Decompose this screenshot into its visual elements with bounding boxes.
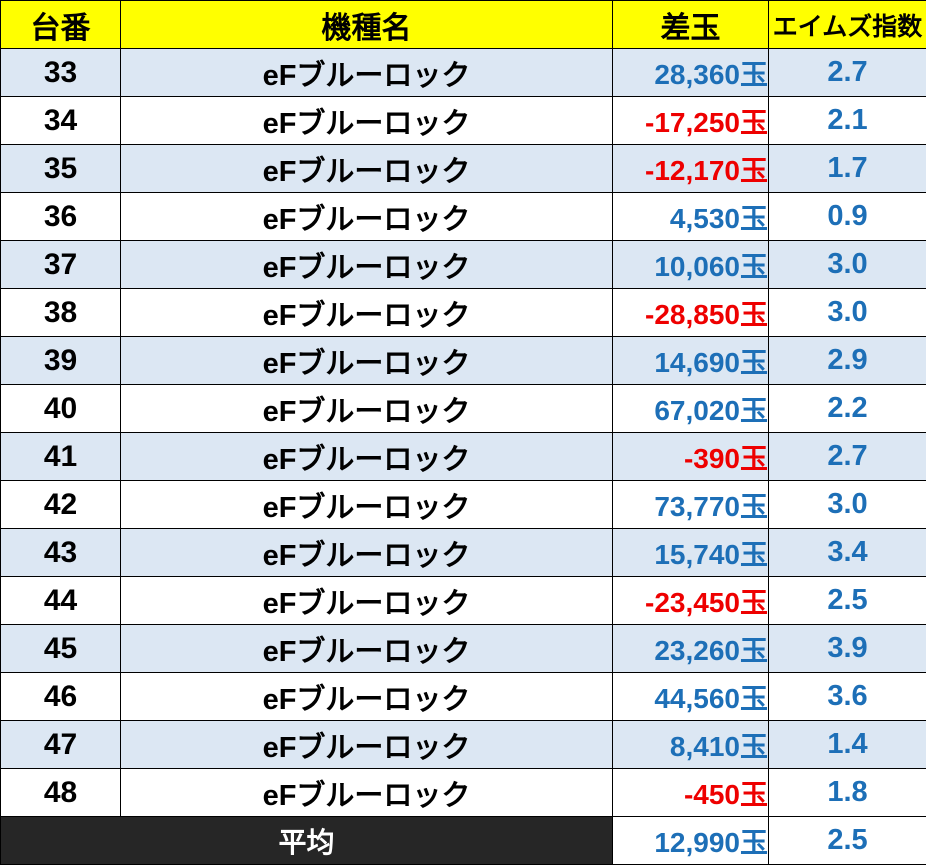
cell-sadama: 73,770玉 [612, 480, 769, 529]
cell-kishu: eFブルーロック [120, 576, 613, 625]
cell-dai: 45 [0, 624, 121, 673]
cell-dai: 38 [0, 288, 121, 337]
cell-index: 1.8 [768, 768, 926, 817]
cell-kishu: eFブルーロック [120, 336, 613, 385]
table-row: 33 eFブルーロック 28,360玉 2.7 [0, 48, 926, 97]
table-row: 40 eFブルーロック 67,020玉 2.2 [0, 384, 926, 433]
column-header-index[interactable]: エイムズ指数 [768, 0, 926, 49]
table-row: 36 eFブルーロック 4,530玉 0.9 [0, 192, 926, 241]
cell-index: 1.7 [768, 144, 926, 193]
cell-kishu: eFブルーロック [120, 528, 613, 577]
column-header-dai[interactable]: 台番 [0, 0, 121, 49]
table-row: 42 eFブルーロック 73,770玉 3.0 [0, 480, 926, 529]
cell-dai: 42 [0, 480, 121, 529]
cell-index: 2.5 [768, 576, 926, 625]
table-row: 45 eFブルーロック 23,260玉 3.9 [0, 624, 926, 673]
cell-sadama: 14,690玉 [612, 336, 769, 385]
cell-dai: 41 [0, 432, 121, 481]
cell-dai: 46 [0, 672, 121, 721]
cell-dai: 39 [0, 336, 121, 385]
cell-dai: 44 [0, 576, 121, 625]
cell-index: 0.9 [768, 192, 926, 241]
table-body: 33 eFブルーロック 28,360玉 2.7 34 eFブルーロック -17,250玉 2.… [0, 48, 926, 817]
table-row: 43 eFブルーロック 15,740玉 3.4 [0, 528, 926, 577]
cell-sadama: 28,360玉 [612, 48, 769, 97]
cell-sadama: 15,740玉 [612, 528, 769, 577]
cell-kishu: eFブルーロック [120, 48, 613, 97]
cell-kishu: eFブルーロック [120, 672, 613, 721]
cell-index: 2.2 [768, 384, 926, 433]
cell-dai: 37 [0, 240, 121, 289]
cell-sadama: -390玉 [612, 432, 769, 481]
cell-index: 3.6 [768, 672, 926, 721]
table-footer: 平均 12,990玉 2.5 [0, 816, 926, 865]
cell-kishu: eFブルーロック [120, 720, 613, 769]
average-label: 平均 [0, 816, 613, 865]
cell-index: 2.9 [768, 336, 926, 385]
table-row: 47 eFブルーロック 8,410玉 1.4 [0, 720, 926, 769]
cell-index: 2.7 [768, 48, 926, 97]
cell-index: 3.0 [768, 288, 926, 337]
cell-dai: 40 [0, 384, 121, 433]
cell-kishu: eFブルーロック [120, 384, 613, 433]
cell-index: 1.4 [768, 720, 926, 769]
cell-sadama: 67,020玉 [612, 384, 769, 433]
column-header-sadama[interactable]: 差玉 [612, 0, 769, 49]
table-row: 44 eFブルーロック -23,450玉 2.5 [0, 576, 926, 625]
cell-dai: 34 [0, 96, 121, 145]
cell-dai: 35 [0, 144, 121, 193]
cell-sadama: -23,450玉 [612, 576, 769, 625]
average-row: 平均 12,990玉 2.5 [0, 816, 926, 865]
cell-kishu: eFブルーロック [120, 192, 613, 241]
cell-kishu: eFブルーロック [120, 480, 613, 529]
cell-dai: 48 [0, 768, 121, 817]
cell-dai: 33 [0, 48, 121, 97]
average-sadama-value: 12,990玉 [612, 816, 769, 865]
table-row: 34 eFブルーロック -17,250玉 2.1 [0, 96, 926, 145]
cell-index: 3.0 [768, 240, 926, 289]
cell-kishu: eFブルーロック [120, 624, 613, 673]
table-header: 台番 機種名 差玉 エイムズ指数 [0, 0, 926, 49]
table-row: 35 eFブルーロック -12,170玉 1.7 [0, 144, 926, 193]
table-row: 48 eFブルーロック -450玉 1.8 [0, 768, 926, 817]
table-row: 39 eFブルーロック 14,690玉 2.9 [0, 336, 926, 385]
header-row: 台番 機種名 差玉 エイムズ指数 [0, 0, 926, 49]
cell-sadama: -17,250玉 [612, 96, 769, 145]
cell-sadama: -12,170玉 [612, 144, 769, 193]
cell-dai: 47 [0, 720, 121, 769]
cell-sadama: -450玉 [612, 768, 769, 817]
cell-kishu: eFブルーロック [120, 240, 613, 289]
average-index-value: 2.5 [768, 816, 926, 865]
column-header-kishu[interactable]: 機種名 [120, 0, 613, 49]
cell-kishu: eFブルーロック [120, 144, 613, 193]
table-row: 38 eFブルーロック -28,850玉 3.0 [0, 288, 926, 337]
cell-kishu: eFブルーロック [120, 96, 613, 145]
cell-sadama: 44,560玉 [612, 672, 769, 721]
cell-sadama: 23,260玉 [612, 624, 769, 673]
cell-index: 2.7 [768, 432, 926, 481]
cell-index: 3.9 [768, 624, 926, 673]
cell-dai: 36 [0, 192, 121, 241]
cell-index: 2.1 [768, 96, 926, 145]
cell-kishu: eFブルーロック [120, 768, 613, 817]
cell-sadama: 8,410玉 [612, 720, 769, 769]
table-row: 46 eFブルーロック 44,560玉 3.6 [0, 672, 926, 721]
cell-sadama: 10,060玉 [612, 240, 769, 289]
cell-dai: 43 [0, 528, 121, 577]
cell-kishu: eFブルーロック [120, 432, 613, 481]
cell-sadama: 4,530玉 [612, 192, 769, 241]
cell-sadama: -28,850玉 [612, 288, 769, 337]
cell-index: 3.4 [768, 528, 926, 577]
table-row: 37 eFブルーロック 10,060玉 3.0 [0, 240, 926, 289]
cell-index: 3.0 [768, 480, 926, 529]
cell-kishu: eFブルーロック [120, 288, 613, 337]
table-row: 41 eFブルーロック -390玉 2.7 [0, 432, 926, 481]
